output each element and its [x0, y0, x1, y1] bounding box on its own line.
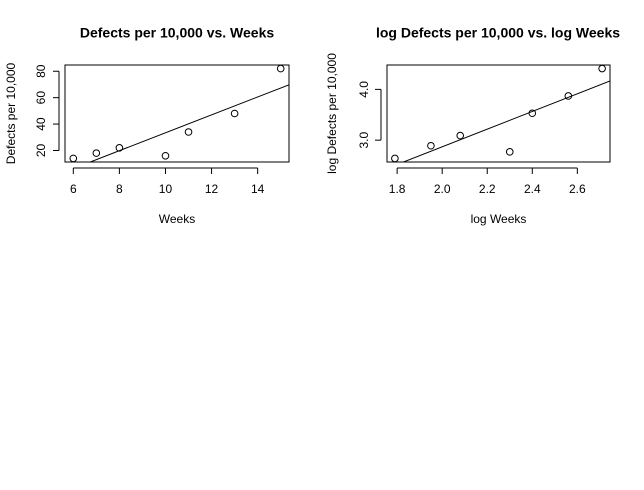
y-axis-label: Defects per 10,000 [4, 62, 18, 164]
point [598, 64, 606, 73]
x-tick-label: 12 [205, 182, 219, 196]
point [564, 92, 573, 100]
fit-line [88, 84, 289, 162]
fit-line [402, 80, 610, 162]
point [230, 109, 239, 118]
x-tick-label: 2.2 [479, 182, 496, 196]
y-tick-label: 60 [34, 91, 48, 105]
chart-title: log Defects per 10,000 vs. log Weeks [376, 25, 620, 41]
chart-title: Defects per 10,000 vs. Weeks [80, 25, 275, 41]
point [456, 131, 465, 140]
point [69, 154, 78, 163]
y-tick-label: 40 [34, 117, 48, 131]
point [161, 151, 170, 160]
plot-frame [64, 64, 290, 163]
x-tick-label: 2.6 [569, 182, 586, 196]
x-axis-label: Weeks [159, 212, 195, 226]
x-tick-label: 2.0 [434, 182, 451, 196]
point [391, 154, 399, 163]
x-tick-label: 2.4 [524, 182, 541, 196]
x-axis-label: log Weeks [471, 212, 527, 226]
x-tick-label: 8 [116, 182, 123, 196]
point [184, 128, 193, 136]
y-tick-label: 4.0 [357, 81, 371, 98]
y-tick-label: 20 [34, 143, 48, 157]
plot-frame [386, 64, 611, 163]
x-tick-label: 10 [159, 182, 173, 196]
x-tick-label: 1.8 [389, 182, 406, 196]
point [505, 148, 514, 156]
y-tick-label: 80 [34, 64, 48, 78]
x-tick-label: 6 [70, 182, 77, 196]
point [528, 109, 537, 118]
point [115, 144, 124, 152]
y-axis-label: log Defects per 10,000 [325, 53, 339, 174]
y-tick-label: 3.0 [357, 131, 371, 148]
point [427, 141, 435, 150]
point [92, 149, 101, 157]
x-tick-label: 14 [251, 182, 265, 196]
point [276, 64, 285, 73]
